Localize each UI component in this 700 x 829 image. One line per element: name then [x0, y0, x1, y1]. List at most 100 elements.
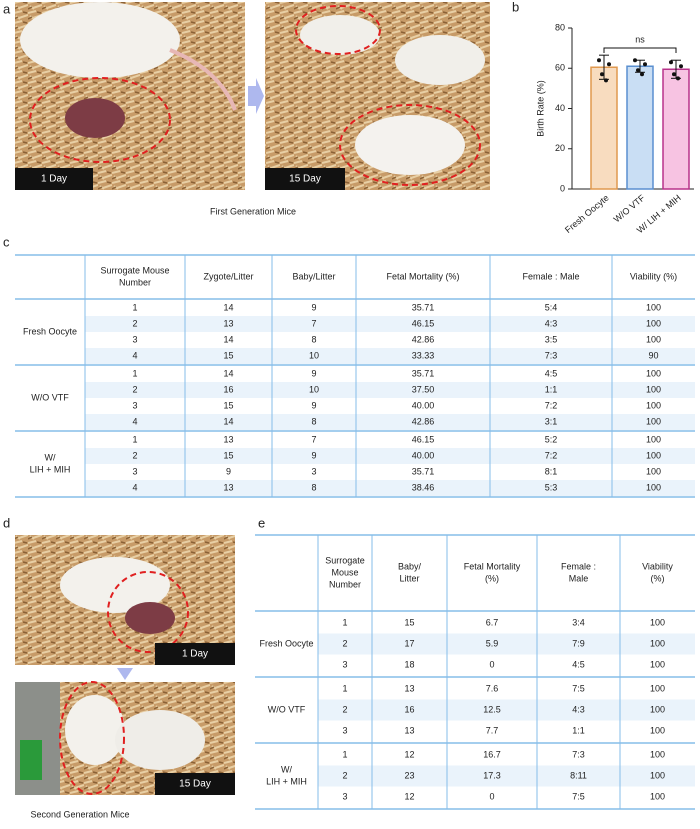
group-label: LIH + MIH: [30, 464, 71, 474]
cell: 10: [309, 384, 319, 394]
cell: 1: [132, 368, 137, 378]
header-cell: Surrogate: [325, 555, 365, 565]
cell: 42.86: [412, 334, 435, 344]
cell: 9: [311, 450, 316, 460]
cell: 100: [646, 384, 661, 394]
cell: 8:1: [545, 466, 558, 476]
cell: 2: [132, 450, 137, 460]
header-cell: Litter: [399, 573, 419, 583]
row-band: [85, 382, 695, 398]
header-cell: Female : Male: [522, 271, 579, 281]
cell: 8: [311, 482, 316, 492]
cell: 35.71: [412, 466, 435, 476]
panel-label: b: [512, 0, 519, 14]
cell: 5:2: [545, 434, 558, 444]
header-cell: Surrogate Mouse: [100, 265, 169, 275]
cell: 7:2: [545, 450, 558, 460]
cell: 13: [223, 434, 233, 444]
cell: 7: [311, 318, 316, 328]
cell: 17.3: [483, 770, 501, 780]
header-cell: Fetal Mortality (%): [386, 271, 459, 281]
cell: 7:2: [545, 400, 558, 410]
header-cell: Viability: [642, 561, 673, 571]
header-cell: Number: [119, 277, 151, 287]
cell: 14: [223, 302, 233, 312]
group-label: W/: [45, 452, 56, 462]
header-cell: Baby/Litter: [292, 271, 335, 281]
cell: 100: [646, 466, 661, 476]
panel-label: d: [3, 515, 10, 530]
group-label: W/: [281, 764, 292, 774]
cell: 100: [646, 368, 661, 378]
row-band: [85, 448, 695, 464]
photo-label: 15 Day: [179, 779, 211, 790]
data-point: [669, 60, 673, 65]
cell: 12.5: [483, 704, 501, 714]
arrow: [248, 78, 264, 114]
header-cell: Fetal Mortality: [464, 561, 521, 571]
row-band: [85, 316, 695, 332]
cell: 35.71: [412, 368, 435, 378]
y-tick-label: 40: [555, 103, 565, 113]
cell: 4:3: [545, 318, 558, 328]
group-label: LIH + MIH: [266, 776, 307, 786]
panel-label: c: [3, 234, 10, 249]
caption: First Generation Mice: [210, 206, 296, 216]
cell: 3:4: [572, 617, 585, 627]
cell: 8: [311, 416, 316, 426]
row-band: [318, 765, 695, 787]
cell: 3:5: [545, 334, 558, 344]
cell: 2: [342, 770, 347, 780]
cell: 100: [646, 400, 661, 410]
cell: 15: [223, 400, 233, 410]
cell: 9: [311, 368, 316, 378]
cell: 100: [646, 318, 661, 328]
cell: 3: [342, 725, 347, 735]
cell: 9: [311, 400, 316, 410]
x-tick-label: W/O VTF: [612, 192, 648, 224]
cell: 7: [311, 434, 316, 444]
cell: 100: [650, 617, 665, 627]
cell: 13: [223, 482, 233, 492]
group-label: Fresh Oocyte: [23, 326, 77, 336]
cell: 14: [223, 368, 233, 378]
cell: 90: [648, 350, 658, 360]
cell: 7.7: [486, 725, 499, 735]
photo-15-day: [15, 681, 235, 795]
cell: 5.9: [486, 638, 499, 648]
cell: 7:5: [572, 791, 585, 801]
cell: 16: [223, 384, 233, 394]
cell: 40.00: [412, 450, 435, 460]
cell: 7:5: [572, 683, 585, 693]
cell: 38.46: [412, 482, 435, 492]
cell: 46.15: [412, 318, 435, 328]
cell: 1: [342, 749, 347, 759]
cell: 4:5: [572, 659, 585, 669]
cell: 4: [132, 482, 137, 492]
row-band: [318, 699, 695, 721]
cell: 3:1: [545, 416, 558, 426]
cell: 16: [404, 704, 414, 714]
row-band: [85, 480, 695, 496]
data-point: [607, 62, 611, 67]
cell: 0: [489, 659, 494, 669]
header-cell: Male: [569, 573, 589, 583]
cell: 37.50: [412, 384, 435, 394]
cell: 13: [404, 725, 414, 735]
cell: 3: [132, 334, 137, 344]
data-point: [633, 58, 637, 63]
cell: 100: [650, 683, 665, 693]
row-band: [85, 414, 695, 430]
photo-label: 1 Day: [182, 649, 208, 660]
group-label: W/O VTF: [268, 704, 306, 714]
cell: 1: [132, 434, 137, 444]
data-point: [672, 72, 676, 77]
y-axis-label: Birth Rate (%): [535, 80, 545, 137]
row-band: [85, 348, 695, 364]
header-cell: Female :: [561, 561, 596, 571]
y-tick-label: 60: [555, 63, 565, 73]
cell: 2: [132, 384, 137, 394]
header-cell: Baby/: [398, 561, 422, 571]
cell: 7:9: [572, 638, 585, 648]
